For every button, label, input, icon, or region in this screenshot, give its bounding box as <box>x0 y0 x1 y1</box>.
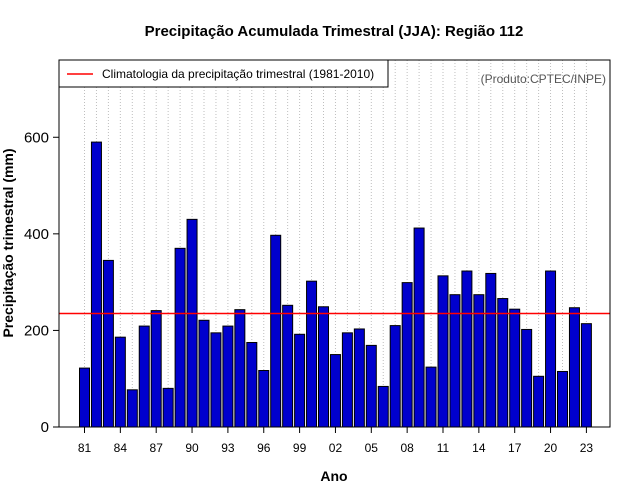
credit-text: (Produto:CPTEC/INPE) <box>481 72 606 86</box>
bar-2017 <box>510 309 520 427</box>
bar-2008 <box>402 283 412 427</box>
x-tick-label: 81 <box>78 441 92 455</box>
bar-2014 <box>474 295 484 427</box>
x-tick-label: 87 <box>150 441 164 455</box>
y-tick-label: 0 <box>41 419 49 436</box>
bar-2004 <box>354 329 364 427</box>
x-tick-label: 90 <box>185 441 199 455</box>
bar-1984 <box>115 337 125 427</box>
x-tick-label: 99 <box>293 441 307 455</box>
bar-1987 <box>151 311 161 427</box>
bar-1988 <box>163 388 173 427</box>
bar-2023 <box>581 324 591 427</box>
bar-2013 <box>462 271 472 427</box>
bar-1990 <box>187 219 197 427</box>
bar-1986 <box>139 326 149 427</box>
bar-1995 <box>247 342 257 427</box>
bar-1994 <box>235 310 245 427</box>
bar-2021 <box>558 371 568 427</box>
bar-2002 <box>330 355 340 427</box>
bar-1981 <box>80 368 90 427</box>
bar-1996 <box>259 371 269 427</box>
bar-2019 <box>534 376 544 427</box>
bar-1991 <box>199 320 209 427</box>
y-tick-label: 600 <box>24 129 49 146</box>
bar-1998 <box>283 305 293 427</box>
x-tick-label: 84 <box>114 441 128 455</box>
chart: Precipitação Acumulada Trimestral (JJA):… <box>0 0 640 500</box>
bar-1993 <box>223 326 233 427</box>
y-axis: 0 200 400 600 <box>24 129 59 436</box>
x-tick-label: 08 <box>400 441 414 455</box>
x-tick-label: 11 <box>437 441 450 455</box>
legend-label: Climatologia da precipitação trimestral … <box>102 67 374 81</box>
bar-2001 <box>319 307 329 427</box>
bar-1997 <box>271 235 281 427</box>
bar-2022 <box>569 308 579 427</box>
bar-2020 <box>546 271 556 427</box>
bar-2016 <box>498 299 508 427</box>
bar-2010 <box>426 367 436 427</box>
bar-1992 <box>211 333 221 427</box>
bar-1983 <box>103 260 113 427</box>
legend: Climatologia da precipitação trimestral … <box>59 60 388 87</box>
x-tick-label: 14 <box>472 441 486 455</box>
x-tick-label: 23 <box>580 441 594 455</box>
bar-2009 <box>414 228 424 427</box>
bar-1985 <box>127 390 137 427</box>
x-tick-label: 05 <box>365 441 379 455</box>
bar-2012 <box>450 295 460 427</box>
bar-2011 <box>438 276 448 427</box>
x-tick-label: 17 <box>508 441 522 455</box>
bar-2015 <box>486 273 496 427</box>
chart-title: Precipitação Acumulada Trimestral (JJA):… <box>145 23 524 40</box>
bar-1999 <box>295 334 305 427</box>
x-tick-label: 02 <box>329 441 343 455</box>
bars <box>80 142 592 427</box>
bar-1989 <box>175 248 185 427</box>
x-tick-label: 96 <box>257 441 271 455</box>
bar-2000 <box>307 281 317 427</box>
bar-2006 <box>378 386 388 427</box>
x-axis-title: Ano <box>320 468 347 484</box>
x-tick-label: 20 <box>544 441 558 455</box>
y-axis-title: Precipitação trimestral (mm) <box>0 148 16 337</box>
bar-2003 <box>342 333 352 427</box>
y-tick-label: 400 <box>24 226 49 243</box>
bar-2005 <box>366 345 376 427</box>
x-axis: 81 84 87 90 93 96 99 02 05 08 11 14 17 20 23 <box>78 427 594 455</box>
bar-1982 <box>91 142 101 427</box>
bar-2018 <box>522 329 532 427</box>
bar-2007 <box>390 326 400 427</box>
y-tick-label: 200 <box>24 322 49 339</box>
x-tick-label: 93 <box>221 441 235 455</box>
